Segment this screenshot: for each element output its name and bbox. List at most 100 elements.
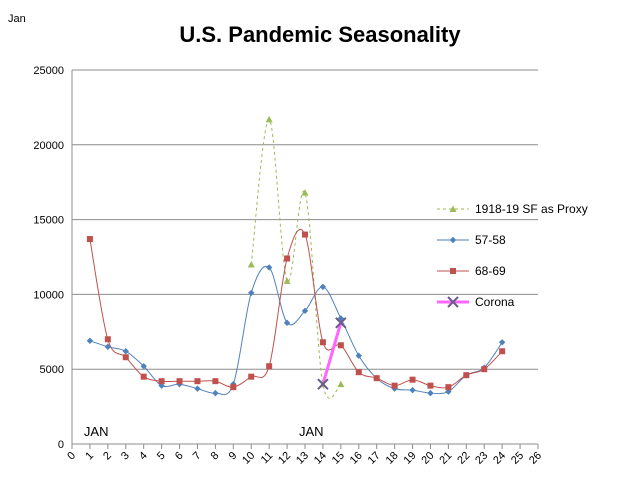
legend-entry: 1918-19 SF as Proxy xyxy=(475,202,588,216)
data-point xyxy=(248,289,255,297)
data-point xyxy=(463,372,470,379)
data-point xyxy=(194,385,201,392)
x-tick-label: 16 xyxy=(348,450,365,467)
data-point xyxy=(140,373,147,380)
data-point xyxy=(104,336,111,343)
data-point xyxy=(265,264,273,271)
data-point xyxy=(481,366,488,373)
data-point xyxy=(230,384,237,391)
data-point xyxy=(498,339,506,346)
x-tick-label: 8 xyxy=(209,450,222,463)
x-tick-label: 3 xyxy=(119,450,132,463)
x-tick-label: 20 xyxy=(419,450,436,467)
data-point xyxy=(409,386,416,394)
x-tick-label: 10 xyxy=(240,450,257,467)
data-point xyxy=(302,231,308,238)
x-tick-label: 0 xyxy=(65,450,78,463)
y-tick-label: 10000 xyxy=(33,289,64,301)
x-tick-label: 9 xyxy=(227,450,240,463)
data-point xyxy=(283,277,291,284)
legend-entry: 57-58 xyxy=(475,233,506,247)
data-point xyxy=(284,255,291,262)
legend-swatch-marker xyxy=(449,236,457,244)
x-tick-label: 2 xyxy=(101,450,114,463)
x-tick-label: 4 xyxy=(137,450,150,463)
data-point xyxy=(176,378,183,385)
data-point xyxy=(212,378,219,385)
y-tick-label: 20000 xyxy=(33,140,64,152)
data-point xyxy=(158,378,165,385)
x-tick-label: 21 xyxy=(437,450,454,467)
corner-label: Jan xyxy=(8,13,26,25)
series-line-3 xyxy=(89,228,503,389)
x-tick-label: 17 xyxy=(366,450,383,467)
data-point xyxy=(499,348,506,355)
x-tick-label: 26 xyxy=(527,450,544,467)
x-tick-label: 5 xyxy=(155,450,168,463)
legend: 1918-19 SF as Proxy 57-58 68-69 Corona xyxy=(437,202,588,309)
data-point xyxy=(427,382,434,389)
y-tick-label: 25000 xyxy=(33,65,64,77)
data-point xyxy=(265,115,273,123)
jan-annotation: JAN xyxy=(299,424,324,439)
jan-annotation: JAN xyxy=(84,424,109,439)
x-tick-label: 25 xyxy=(509,450,526,467)
x-tick-label: 18 xyxy=(384,450,401,467)
data-point xyxy=(445,384,452,391)
data-point xyxy=(86,337,94,344)
x-tick-label: 7 xyxy=(191,450,204,463)
data-point xyxy=(212,389,219,397)
data-point xyxy=(266,363,273,370)
axes xyxy=(71,70,539,449)
grid-lines xyxy=(72,69,538,370)
x-tick-label: 15 xyxy=(330,450,347,467)
data-point xyxy=(104,343,112,350)
data-point xyxy=(317,378,329,390)
series-line-4 xyxy=(321,322,343,385)
data-point xyxy=(355,369,362,376)
data-point xyxy=(86,236,93,243)
x-tick-label: 11 xyxy=(259,450,276,467)
y-tick-label: 15000 xyxy=(33,215,64,227)
marker-x-stroke xyxy=(317,378,329,390)
x-tick-label: 12 xyxy=(276,450,293,467)
y-tick-label: 5000 xyxy=(40,364,64,376)
y-tick-label: 0 xyxy=(58,439,64,451)
data-point xyxy=(158,382,165,389)
data-point xyxy=(319,283,327,291)
data-point xyxy=(337,342,344,349)
series-line-1 xyxy=(250,118,342,399)
data-point xyxy=(337,380,345,388)
data-point xyxy=(373,375,380,382)
data-point xyxy=(391,382,398,389)
data-point xyxy=(248,373,255,380)
x-tick-label: 13 xyxy=(294,450,311,467)
data-point xyxy=(301,307,309,315)
data-point xyxy=(301,189,309,196)
x-tick-labels: 0 1 2 3 4 5 6 7 8 9 10 11 12 13 14 15 16 17 18 19 20 21 22 23 24… xyxy=(65,450,544,467)
data-point xyxy=(122,354,129,361)
data-point xyxy=(283,319,291,327)
data-point xyxy=(355,352,362,359)
data-point xyxy=(247,260,255,268)
series-lines xyxy=(89,118,503,399)
data-point xyxy=(319,339,326,346)
chart-title: U.S. Pandemic Seasonality xyxy=(179,22,461,47)
legend-entry: 68-69 xyxy=(475,264,506,278)
marker-x-stroke xyxy=(335,317,347,329)
data-point xyxy=(427,389,434,397)
annotations: JAN JAN xyxy=(84,424,324,439)
legend-swatch-marker xyxy=(447,296,459,308)
series-markers xyxy=(86,115,506,397)
x-tick-label: 24 xyxy=(491,450,508,467)
legend-swatch-marker xyxy=(449,205,457,212)
data-point xyxy=(122,348,129,355)
series-line-2 xyxy=(89,265,503,396)
x-tick-label: 19 xyxy=(402,450,419,467)
legend-entry: Corona xyxy=(475,295,515,309)
x-tick-label: 23 xyxy=(473,450,490,467)
marker-x-stroke xyxy=(447,296,459,308)
data-point xyxy=(409,376,416,383)
data-point xyxy=(140,363,147,370)
